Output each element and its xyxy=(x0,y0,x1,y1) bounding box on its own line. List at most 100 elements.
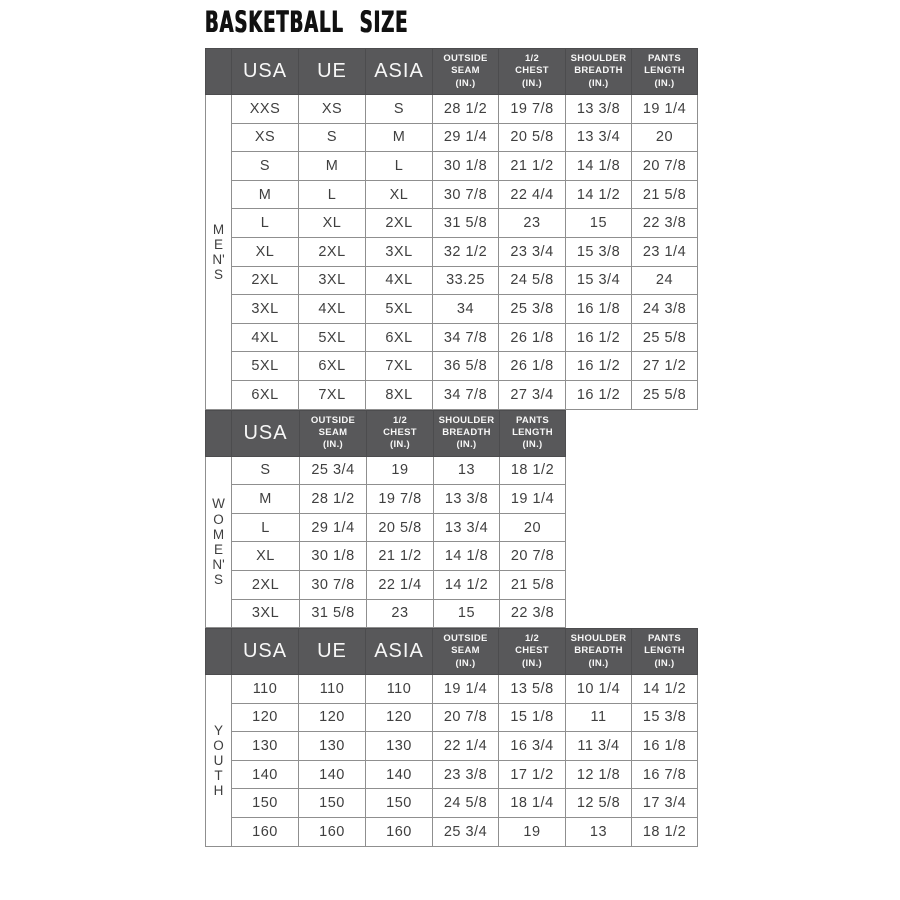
column-header-shoulder-breadth: SHOULDER BREADTH (IN.) xyxy=(565,628,632,676)
size-cell: 14 1/2 xyxy=(631,674,698,704)
size-cell: 3XL xyxy=(231,294,299,324)
table-row: L 29 1/4 20 5/8 13 3/4 20 xyxy=(206,512,566,543)
size-cell: 16 7/8 xyxy=(631,759,698,790)
size-cell: 2XL xyxy=(231,265,299,296)
size-cell: 31 5/8 xyxy=(299,598,367,629)
table-row: XL 2XL 3XL 32 1/2 23 3/4 15 3/8 23 1/4 xyxy=(206,236,698,267)
size-cell: 22 1/4 xyxy=(366,569,434,600)
size-cell: 150 xyxy=(231,788,299,819)
womens-size-table: USA OUTSIDE SEAM (IN.) 1/2 CHEST (IN.) S… xyxy=(205,409,566,629)
size-cell: 20 xyxy=(499,512,566,543)
size-cell: 7XL xyxy=(298,379,366,410)
size-cell: 18 1/4 xyxy=(498,788,566,819)
size-cell: 16 1/8 xyxy=(565,294,632,324)
table-row: 2XL 3XL 4XL 33.25 24 5/8 15 3/4 24 xyxy=(206,265,698,296)
size-cell: 19 7/8 xyxy=(366,484,434,514)
table-row: S M L 30 1/8 21 1/2 14 1/8 20 7/8 xyxy=(206,151,698,181)
size-cell: 5XL xyxy=(365,294,433,324)
size-cell: 15 3/4 xyxy=(565,265,632,296)
size-cell: 16 1/2 xyxy=(565,379,632,410)
size-cell: 33.25 xyxy=(432,265,499,296)
size-cell: 13 3/8 xyxy=(565,94,632,124)
size-cell: 7XL xyxy=(365,351,433,381)
size-cell: 21 1/2 xyxy=(498,151,566,181)
size-cell: 32 1/2 xyxy=(432,236,499,267)
size-cell: XS xyxy=(231,122,299,153)
mens-header-row: USA UE ASIA OUTSIDE SEAM (IN.) 1/2 CHEST… xyxy=(205,48,698,95)
table-row: 5XL 6XL 7XL 36 5/8 26 1/8 16 1/2 27 1/2 xyxy=(206,351,698,381)
size-cell: 16 1/2 xyxy=(565,351,632,381)
column-header-outside-seam: OUTSIDE SEAM (IN.) xyxy=(432,628,499,676)
size-cell: 14 1/8 xyxy=(433,541,500,571)
youth-header-row: USA UE ASIA OUTSIDE SEAM (IN.) 1/2 CHEST… xyxy=(205,628,698,676)
size-cell: 16 3/4 xyxy=(498,731,566,761)
size-cell: 23 3/8 xyxy=(432,759,499,790)
size-cell: 2XL xyxy=(231,569,300,600)
size-cell: XL xyxy=(298,208,366,238)
header-spacer xyxy=(205,409,232,457)
size-cell: 22 3/8 xyxy=(499,598,566,629)
size-cell: 2XL xyxy=(365,208,433,238)
column-header-usa: USA xyxy=(231,48,299,95)
youth-section-label: Y O U T H xyxy=(205,674,232,847)
size-cell: XL xyxy=(231,541,300,571)
column-header-outside-seam: OUTSIDE SEAM (IN.) xyxy=(299,409,367,457)
size-cell: 160 xyxy=(231,817,299,847)
table-row: 4XL 5XL 6XL 34 7/8 26 1/8 16 1/2 25 5/8 xyxy=(206,322,698,353)
column-header-asia: ASIA xyxy=(365,628,433,676)
size-cell: 140 xyxy=(365,759,433,790)
size-cell: 13 xyxy=(565,817,632,847)
table-row: 6XL 7XL 8XL 34 7/8 27 3/4 16 1/2 25 5/8 xyxy=(206,379,698,410)
size-cell: 25 3/4 xyxy=(432,817,499,847)
table-row: 3XL 31 5/8 23 15 22 3/8 xyxy=(206,598,566,629)
size-cell: S xyxy=(365,94,433,124)
table-row: 2XL 30 7/8 22 1/4 14 1/2 21 5/8 xyxy=(206,569,566,600)
size-cell: 120 xyxy=(231,702,299,733)
size-cell: 5XL xyxy=(231,351,299,381)
page-title-text: BASKETBALL SIZE xyxy=(205,5,409,39)
size-cell: XS xyxy=(298,94,366,124)
size-cell: 19 1/4 xyxy=(499,484,566,514)
size-cell: 5XL xyxy=(298,322,366,353)
size-cell: 24 3/8 xyxy=(631,294,698,324)
size-cell: 140 xyxy=(231,759,299,790)
size-cell: 34 7/8 xyxy=(432,379,499,410)
youth-size-table: USA UE ASIA OUTSIDE SEAM (IN.) 1/2 CHEST… xyxy=(205,628,698,847)
table-row: XL 30 1/8 21 1/2 14 1/8 20 7/8 xyxy=(206,541,566,571)
size-cell: 34 7/8 xyxy=(432,322,499,353)
size-cell: 24 5/8 xyxy=(498,265,566,296)
column-header-shoulder-breadth: SHOULDER BREADTH (IN.) xyxy=(433,409,500,457)
size-cell: 20 5/8 xyxy=(498,122,566,153)
table-row: 160 160 160 25 3/4 19 13 18 1/2 xyxy=(206,817,698,847)
size-cell: 22 4/4 xyxy=(498,179,566,210)
size-cell: 14 1/2 xyxy=(565,179,632,210)
size-cell: 6XL xyxy=(365,322,433,353)
size-cell: 120 xyxy=(365,702,433,733)
size-cell: 160 xyxy=(298,817,366,847)
size-cell: 110 xyxy=(231,674,299,704)
size-cell: 23 xyxy=(366,598,434,629)
size-cell: 22 3/8 xyxy=(631,208,698,238)
size-cell: XL xyxy=(231,236,299,267)
column-header-usa: USA xyxy=(231,409,300,457)
size-cell: 140 xyxy=(298,759,366,790)
size-cell: 15 3/8 xyxy=(565,236,632,267)
size-cell: 27 1/2 xyxy=(631,351,698,381)
size-cell: 21 1/2 xyxy=(366,541,434,571)
size-cell: 18 1/2 xyxy=(631,817,698,847)
table-row: 3XL 4XL 5XL 34 25 3/8 16 1/8 24 3/8 xyxy=(206,294,698,324)
size-cell: 19 1/4 xyxy=(631,94,698,124)
size-cell: 10 1/4 xyxy=(565,674,632,704)
column-header-outside-seam: OUTSIDE SEAM (IN.) xyxy=(432,48,499,95)
column-header-usa: USA xyxy=(231,628,299,676)
column-header-pants-length: PANTS LENGTH (IN.) xyxy=(631,628,698,676)
size-cell: 3XL xyxy=(231,598,300,629)
column-header-half-chest: 1/2 CHEST (IN.) xyxy=(498,628,566,676)
header-spacer xyxy=(205,628,232,676)
table-row: Y O U T H 110 110 110 19 1/4 13 5/8 10 1… xyxy=(205,674,698,847)
size-cell: 29 1/4 xyxy=(299,512,367,543)
size-cell: 130 xyxy=(231,731,299,761)
mens-section: USA UE ASIA OUTSIDE SEAM (IN.) 1/2 CHEST… xyxy=(205,48,705,410)
size-cell: S xyxy=(298,122,366,153)
size-cell: 29 1/4 xyxy=(432,122,499,153)
